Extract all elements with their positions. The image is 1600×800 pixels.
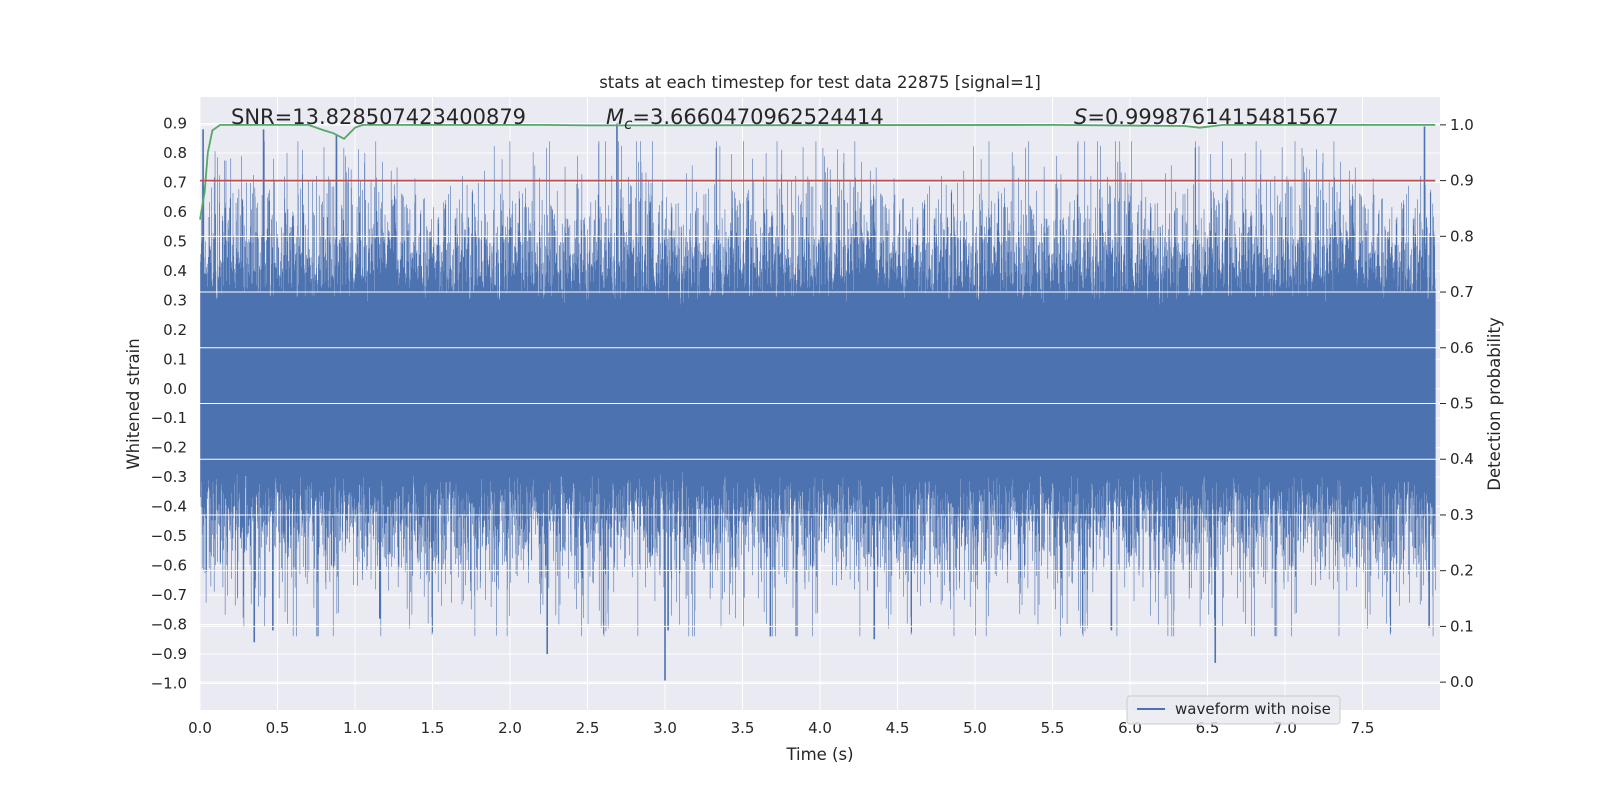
y-tick-label-left: −0.7: [151, 586, 187, 604]
y-tick-label-left: 0.9: [163, 115, 187, 133]
x-tick-label: 4.0: [808, 719, 832, 737]
statistic-annotation: S=0.9998761415481567: [1074, 105, 1339, 129]
chirp-mass-value: =3.6660470962524414: [632, 105, 883, 129]
y-tick-label-left: 0.7: [163, 173, 187, 191]
chirp-mass-symbol: M: [606, 105, 624, 129]
x-tick-label: 5.0: [963, 719, 987, 737]
x-tick-label: 5.5: [1041, 719, 1065, 737]
y-tick-label-left: −0.1: [151, 409, 187, 427]
probability-lines: [199, 123, 1436, 220]
x-tick-label: 3.0: [653, 719, 677, 737]
y-tick-label-right: 1.0: [1450, 116, 1474, 134]
x-tick-label: 1.5: [421, 719, 445, 737]
y-tick-label-left: 0.0: [163, 380, 187, 398]
y-tick-label-right: 0.4: [1450, 450, 1474, 468]
legend: waveform with noise: [1126, 695, 1341, 725]
x-tick-label: 2.0: [498, 719, 522, 737]
y-tick-label-left: −1.0: [151, 674, 187, 692]
y-tick-label-left: 0.3: [163, 291, 187, 309]
right-axis-ticks: 1.0 0.9 0.8 0.7 0.6 0.5 0.4 0.3 0.2 0.1 0.0: [1440, 116, 1474, 691]
y-tick-label-right: 0.8: [1450, 227, 1474, 245]
x-tick-label: 3.5: [731, 719, 755, 737]
y-tick-label-left: −0.3: [151, 468, 187, 486]
chirp-mass-subscript: c: [624, 115, 633, 133]
x-axis-ticks: 0.0 0.5 1.0 1.5 2.0 2.5 3.0 3.5 4.0 4.5 5.0 5.5 6.0 6…: [188, 719, 1374, 737]
x-tick-label: 7.5: [1351, 719, 1375, 737]
waveform-with-noise-series: [200, 123, 1436, 681]
y-tick-label-left: 0.4: [163, 262, 187, 280]
left-axis-ticks: 0.9 0.8 0.7 0.6 0.5 0.4 0.3 0.2 0.1 0.0 −0.1 −0.2 −0…: [151, 115, 187, 693]
y-tick-label-left: −0.2: [151, 439, 187, 457]
detection-probability-line: [199, 123, 1436, 220]
x-tick-label: 4.5: [886, 719, 910, 737]
y-axis-label-left: Whitened strain: [124, 338, 143, 469]
y-tick-label-right: 0.0: [1450, 673, 1474, 691]
x-tick-label: 0.5: [266, 719, 290, 737]
y-tick-label-right: 0.2: [1450, 562, 1474, 580]
y-tick-label-left: −0.4: [151, 498, 187, 516]
y-tick-label-left: −0.6: [151, 557, 187, 575]
x-axis-label: Time (s): [785, 745, 853, 764]
x-tick-label: 2.5: [576, 719, 600, 737]
y-tick-label-left: 0.2: [163, 321, 187, 339]
legend-box: [1126, 695, 1341, 725]
x-tick-label: 1.0: [343, 719, 367, 737]
snr-annotation: SNR=13.828507423400879: [231, 105, 526, 129]
y-tick-label-right: 0.5: [1450, 395, 1474, 413]
y-axis-label-right: Detection probability: [1485, 317, 1504, 491]
chart-title: stats at each timestep for test data 228…: [599, 73, 1041, 92]
chirp-mass-annotation: Mc=3.6660470962524414: [606, 105, 884, 133]
y-tick-label-right: 0.1: [1450, 617, 1474, 635]
y-tick-label-left: 0.5: [163, 232, 187, 250]
y-tick-label-left: 0.1: [163, 350, 187, 368]
y-tick-label-right: 0.7: [1450, 283, 1474, 301]
y-tick-label-left: −0.5: [151, 527, 187, 545]
statistic-value: =0.9998761415481567: [1087, 105, 1338, 129]
y-tick-label-left: 0.6: [163, 203, 187, 221]
y-tick-label-right: 0.6: [1450, 339, 1474, 357]
y-tick-label-left: −0.9: [151, 645, 187, 663]
y-tick-label-right: 0.3: [1450, 506, 1474, 524]
legend-label: waveform with noise: [1175, 700, 1331, 718]
x-tick-label: 0.0: [188, 719, 212, 737]
statistic-symbol: S: [1074, 105, 1087, 129]
y-tick-label-left: 0.8: [163, 144, 187, 162]
y-tick-label-right: 0.9: [1450, 172, 1474, 190]
y-tick-label-left: −0.8: [151, 616, 187, 634]
